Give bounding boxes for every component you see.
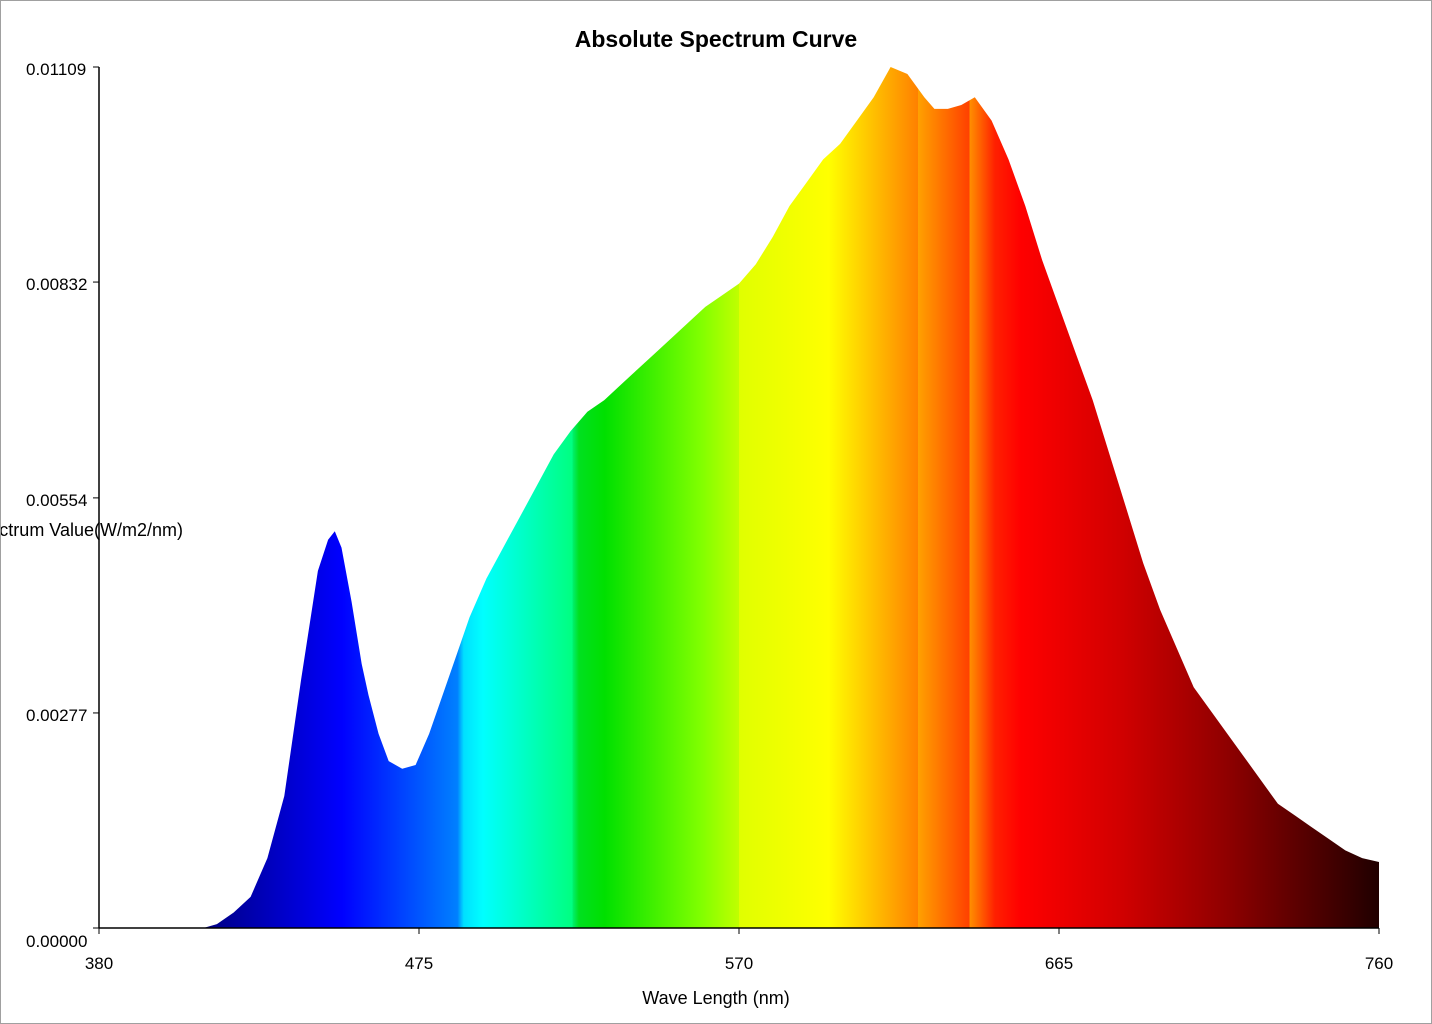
x-tick-label: 380 [85,954,113,973]
y-tick-label: 0.01109 [26,60,86,79]
y-tick-label: 0.00832 [26,275,87,294]
spectrum-area [99,67,1379,928]
y-axis-ticks: 0.00000 0.00277 0.00554 0.00832 0.01109 [26,60,99,951]
x-tick-label: 760 [1365,954,1393,973]
x-axis-ticks: 380 475 570 665 760 [85,928,1393,973]
x-axis-label: Wave Length (nm) [642,988,789,1008]
x-tick-label: 665 [1045,954,1073,973]
x-tick-label: 570 [725,954,753,973]
y-tick-label: 0.00554 [26,491,87,510]
y-axis-label: Spectrum Value(W/m2/nm) [1,520,183,540]
y-tick-label: 0.00277 [26,706,87,725]
x-tick-label: 475 [405,954,433,973]
chart-title: Absolute Spectrum Curve [575,26,857,52]
y-tick-label: 0.00000 [26,932,87,951]
